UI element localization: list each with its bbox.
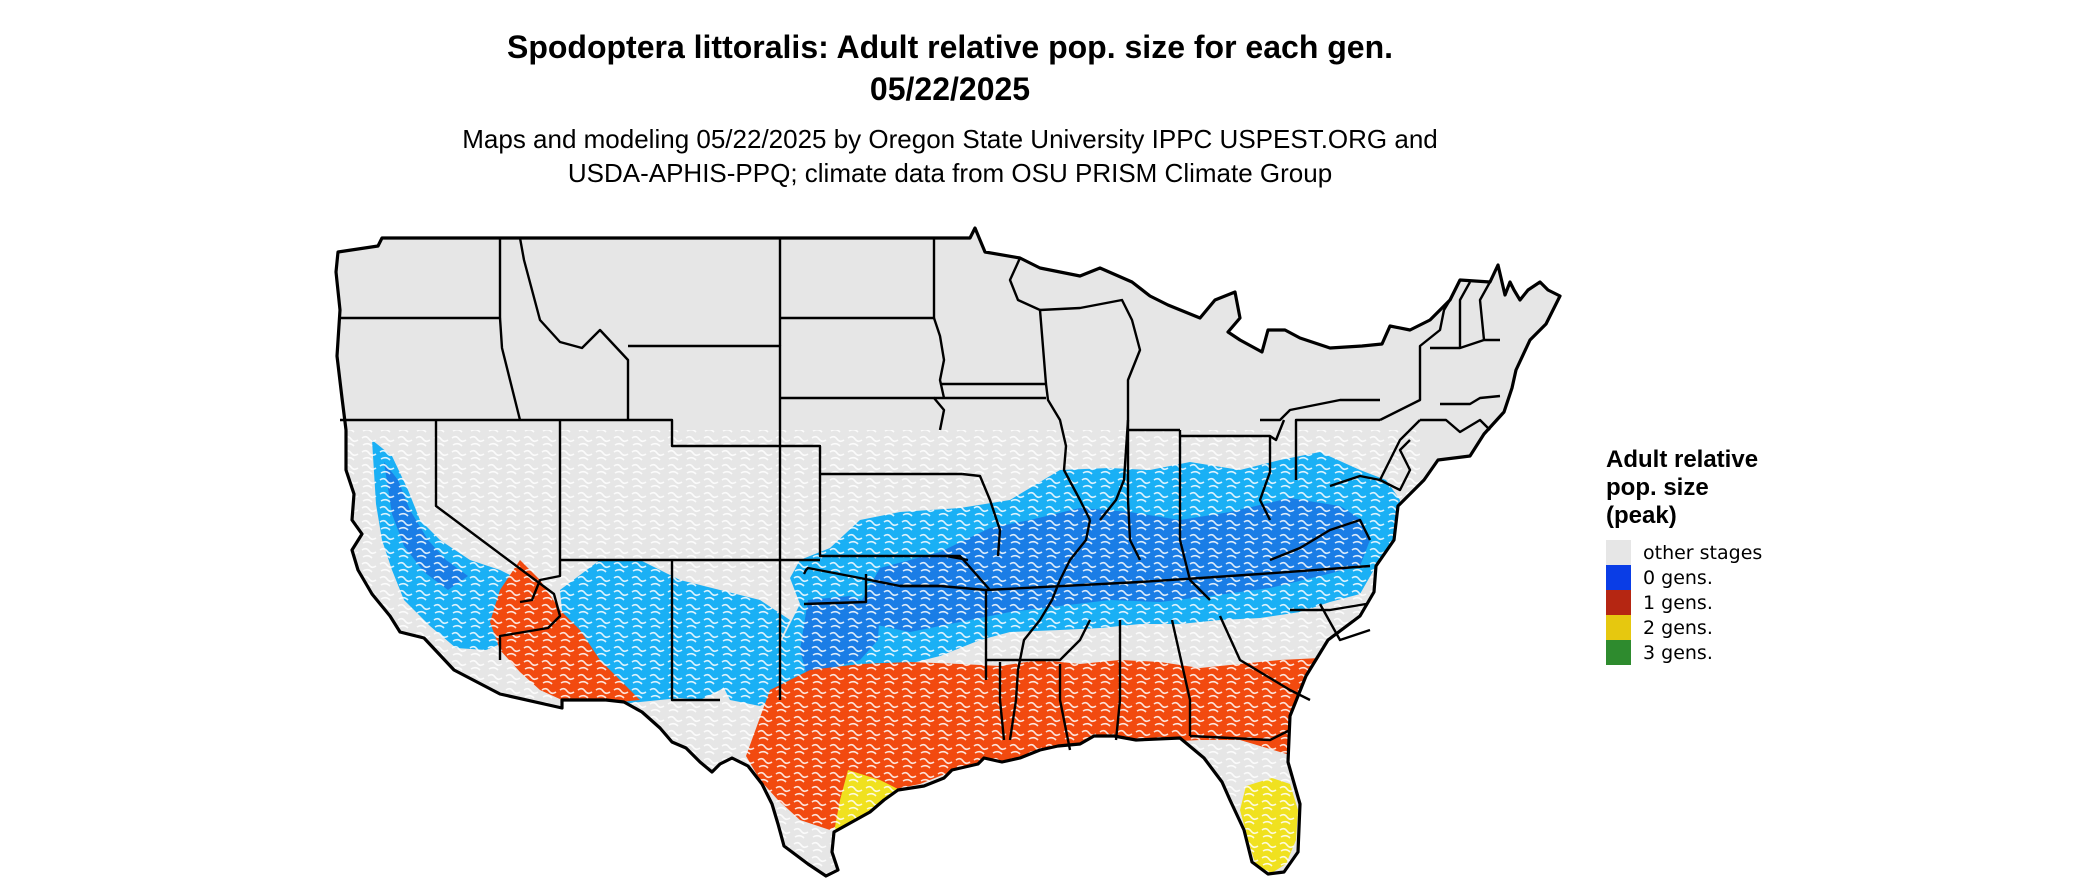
legend-swatch	[1606, 640, 1631, 665]
legend-swatch	[1606, 565, 1631, 590]
legend-label: 2 gens.	[1643, 616, 1713, 639]
legend-item-2-gens: 2 gens.	[1606, 615, 1906, 640]
map-title: Spodoptera littoralis: Adult relative po…	[0, 26, 1900, 110]
map-legend: Adult relative pop. size (peak) other st…	[1606, 446, 1906, 665]
map-title-line1: Spodoptera littoralis: Adult relative po…	[506, 29, 1394, 65]
contiguous-us	[334, 226, 1562, 878]
state-borders	[340, 237, 1501, 751]
legend-title: Adult relative pop. size (peak)	[1606, 446, 1906, 530]
legend-label: 0 gens.	[1643, 566, 1713, 589]
legend-item-0-gens: 0 gens.	[1606, 565, 1906, 590]
map-title-line2: 05/22/2025	[869, 71, 1031, 107]
speckle-texture	[336, 430, 1420, 876]
legend-item-3-gens: 3 gens.	[1606, 640, 1906, 665]
legend-swatch	[1606, 615, 1631, 640]
legend-title-line1: Adult relative	[1606, 446, 1759, 473]
map-subtitle-line1: Maps and modeling 05/22/2025 by Oregon S…	[462, 124, 1438, 154]
legend-swatch	[1606, 540, 1631, 565]
legend-item-other-stages: other stages	[1606, 540, 1906, 565]
map-subtitle: Maps and modeling 05/22/2025 by Oregon S…	[0, 122, 1900, 190]
generation-zones	[336, 430, 1420, 876]
legend-label: 1 gens.	[1643, 591, 1713, 614]
legend-label: 3 gens.	[1643, 641, 1713, 664]
legend-label: other stages	[1643, 541, 1763, 564]
legend-item-1-gens: 1 gens.	[1606, 590, 1906, 615]
map-subtitle-line2: USDA-APHIS-PPQ; climate data from OSU PR…	[567, 158, 1333, 188]
legend-swatch	[1606, 590, 1631, 615]
legend-title-line3: (peak)	[1606, 502, 1677, 529]
legend-title-line2: pop. size	[1606, 474, 1709, 501]
